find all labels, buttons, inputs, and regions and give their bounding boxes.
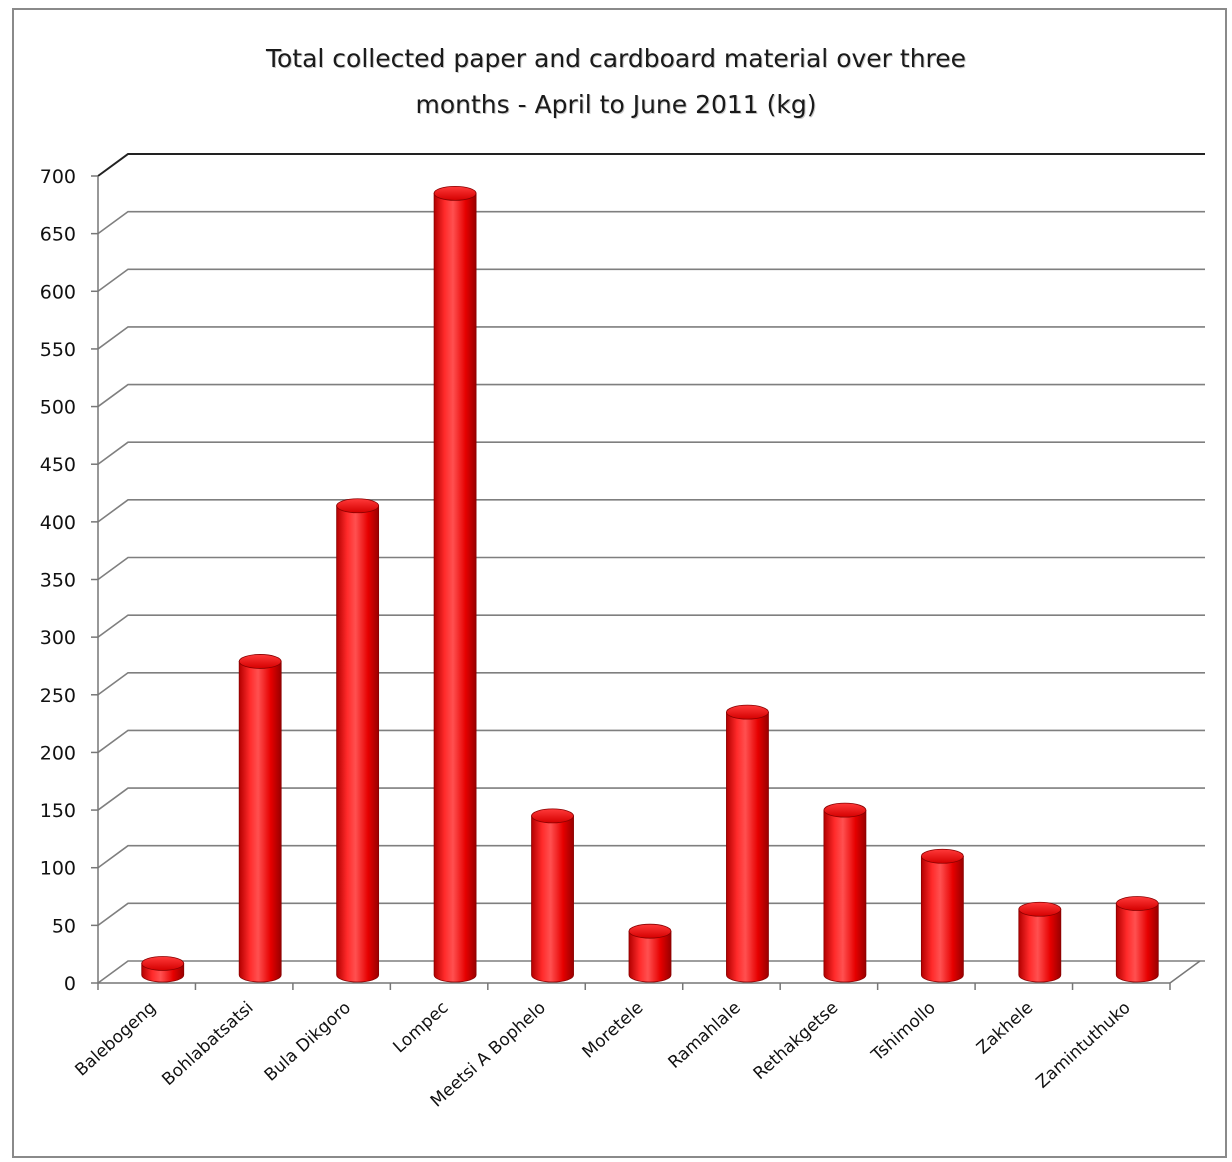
x-tick-label: Tshimollo bbox=[867, 998, 940, 1066]
x-tick-label: Bula Dikgoro bbox=[261, 998, 355, 1086]
gridline bbox=[97, 153, 1205, 177]
y-tick-label: 300 bbox=[40, 627, 76, 649]
bar-moretele bbox=[628, 923, 672, 983]
bar-body bbox=[531, 815, 574, 983]
chart-title-line-1: Total collected paper and cardboard mate… bbox=[265, 44, 967, 73]
bar-bohlabatsatsi bbox=[238, 654, 282, 983]
bar-cap bbox=[141, 956, 185, 971]
bar-tshimollo bbox=[920, 848, 964, 983]
y-tick-label: 700 bbox=[40, 166, 76, 188]
bar-body bbox=[238, 661, 282, 983]
bar-cap bbox=[433, 185, 477, 201]
bar-body bbox=[628, 930, 672, 983]
bar-body bbox=[1018, 908, 1062, 983]
bar-cap bbox=[726, 704, 769, 720]
y-tick-label: 250 bbox=[40, 685, 76, 707]
x-tick-label: Moretele bbox=[579, 998, 648, 1063]
chart-title-line-2: months - April to June 2011 (kg) bbox=[415, 90, 817, 119]
x-tick-label: Bohlabatsatsi bbox=[158, 998, 257, 1090]
gridline bbox=[97, 556, 1205, 581]
y-tick-label: 650 bbox=[40, 224, 76, 246]
bar-rethakgetse bbox=[823, 802, 867, 983]
bar-cap bbox=[628, 923, 672, 939]
gridline bbox=[97, 614, 1205, 638]
y-tick-label: 100 bbox=[40, 858, 76, 880]
bar-zakhele bbox=[1018, 901, 1062, 983]
gridline bbox=[97, 671, 1205, 696]
y-axis-ticks: 0 50 100 150 200 250 300 350 400 450 500 550 600 650 7… bbox=[40, 166, 76, 995]
bar-cap bbox=[920, 848, 964, 864]
bar-cap bbox=[238, 654, 282, 669]
bar-cap bbox=[1018, 901, 1062, 917]
bar-ramahlale bbox=[726, 704, 769, 983]
chart-title: Total collected paper and cardboard mate… bbox=[0, 36, 1232, 128]
x-tick-label: Rethakgetse bbox=[750, 998, 842, 1084]
bars bbox=[141, 185, 1159, 983]
y-tick-label: 400 bbox=[40, 512, 76, 534]
y-tick-label: 500 bbox=[40, 397, 76, 419]
bar-body bbox=[726, 711, 769, 983]
bar-body bbox=[433, 192, 477, 983]
bar-cap bbox=[1115, 896, 1159, 911]
x-tick-label: Balebogeng bbox=[71, 998, 160, 1081]
gridline bbox=[97, 499, 1205, 523]
bar-body bbox=[920, 855, 964, 983]
gridline bbox=[97, 787, 1205, 811]
bar-body bbox=[1115, 903, 1159, 983]
gridline bbox=[97, 326, 1205, 350]
x-tick-label: Zakhele bbox=[973, 998, 1037, 1059]
y-tick-label: 600 bbox=[40, 281, 76, 303]
floor-edge bbox=[1169, 960, 1201, 984]
bar-cap bbox=[823, 802, 867, 818]
y-tick-label: 50 bbox=[52, 915, 76, 937]
y-tick-label: 150 bbox=[40, 800, 76, 822]
bar-cap bbox=[531, 808, 574, 824]
bar-meetsi-a-bophelo bbox=[531, 808, 574, 983]
x-tick-label: Lompec bbox=[389, 998, 452, 1058]
bar-zamintuthuko bbox=[1115, 896, 1159, 983]
bar-bula-dikgoro bbox=[336, 498, 380, 983]
bar-cap bbox=[336, 498, 380, 514]
y-tick-label: 350 bbox=[40, 570, 76, 592]
bar-balebogeng bbox=[141, 956, 185, 983]
axes bbox=[91, 175, 1201, 990]
bar-body bbox=[336, 505, 380, 983]
y-tick-label: 200 bbox=[40, 742, 76, 764]
gridline bbox=[97, 441, 1205, 465]
bar-body bbox=[823, 809, 867, 983]
x-tick-label: Zamintuthuko bbox=[1032, 998, 1134, 1093]
x-tick-label: Ramahlale bbox=[665, 998, 745, 1073]
y-tick-label: 550 bbox=[40, 339, 76, 361]
gridline bbox=[97, 210, 1205, 235]
gridline bbox=[97, 729, 1205, 754]
gridline bbox=[97, 383, 1205, 408]
y-tick-label: 450 bbox=[40, 454, 76, 476]
gridline bbox=[97, 268, 1205, 292]
y-tick-label: 0 bbox=[64, 973, 76, 995]
bar-lompec bbox=[433, 185, 477, 983]
